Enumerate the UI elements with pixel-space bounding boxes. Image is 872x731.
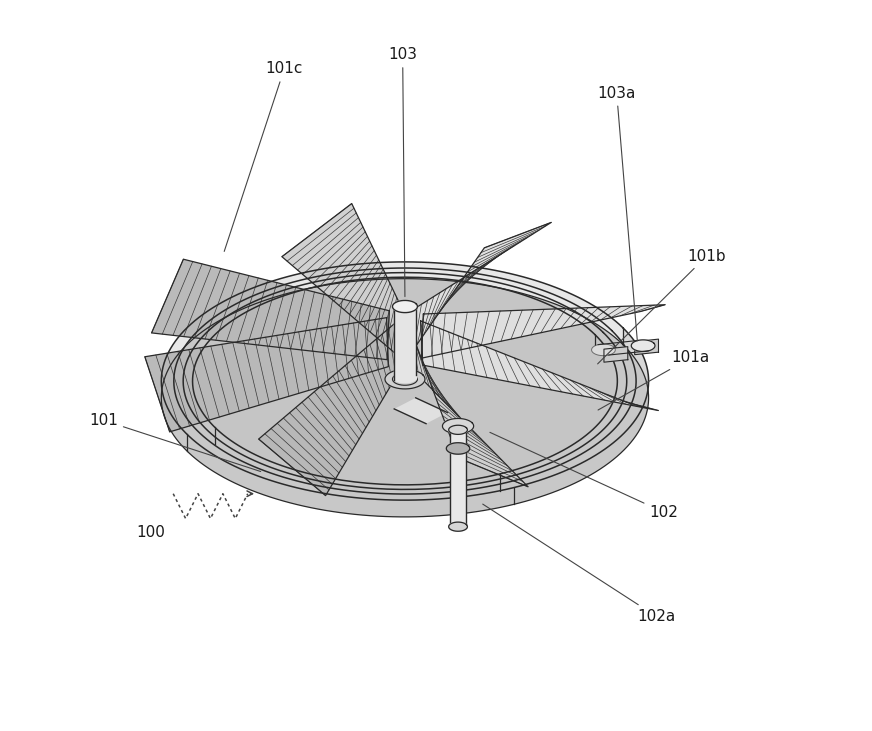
- Polygon shape: [635, 339, 658, 355]
- Polygon shape: [446, 443, 470, 454]
- Polygon shape: [411, 222, 551, 354]
- Polygon shape: [392, 300, 418, 313]
- Polygon shape: [420, 321, 658, 411]
- Polygon shape: [161, 279, 649, 517]
- Polygon shape: [385, 369, 425, 389]
- Text: 103: 103: [388, 48, 417, 297]
- Polygon shape: [409, 325, 528, 487]
- Text: 100: 100: [136, 525, 165, 540]
- Polygon shape: [187, 327, 649, 517]
- Polygon shape: [421, 305, 665, 358]
- Text: 103a: 103a: [597, 86, 637, 341]
- Text: 102a: 102a: [483, 504, 676, 624]
- Polygon shape: [591, 340, 655, 356]
- Polygon shape: [394, 304, 418, 383]
- Polygon shape: [631, 340, 655, 352]
- Polygon shape: [449, 522, 467, 531]
- Polygon shape: [442, 418, 473, 433]
- Polygon shape: [282, 203, 401, 355]
- Polygon shape: [449, 425, 467, 434]
- Polygon shape: [145, 318, 388, 432]
- Text: 101b: 101b: [597, 249, 726, 364]
- Polygon shape: [394, 398, 447, 424]
- Text: 101a: 101a: [598, 350, 710, 410]
- Text: 102: 102: [490, 432, 678, 520]
- Text: 101c: 101c: [224, 61, 303, 251]
- Polygon shape: [450, 430, 467, 526]
- Text: 101: 101: [89, 413, 261, 471]
- Polygon shape: [604, 346, 628, 362]
- Polygon shape: [152, 260, 389, 360]
- Polygon shape: [161, 262, 649, 500]
- Polygon shape: [193, 277, 617, 485]
- Polygon shape: [392, 373, 418, 385]
- Polygon shape: [259, 324, 399, 496]
- Polygon shape: [193, 277, 617, 485]
